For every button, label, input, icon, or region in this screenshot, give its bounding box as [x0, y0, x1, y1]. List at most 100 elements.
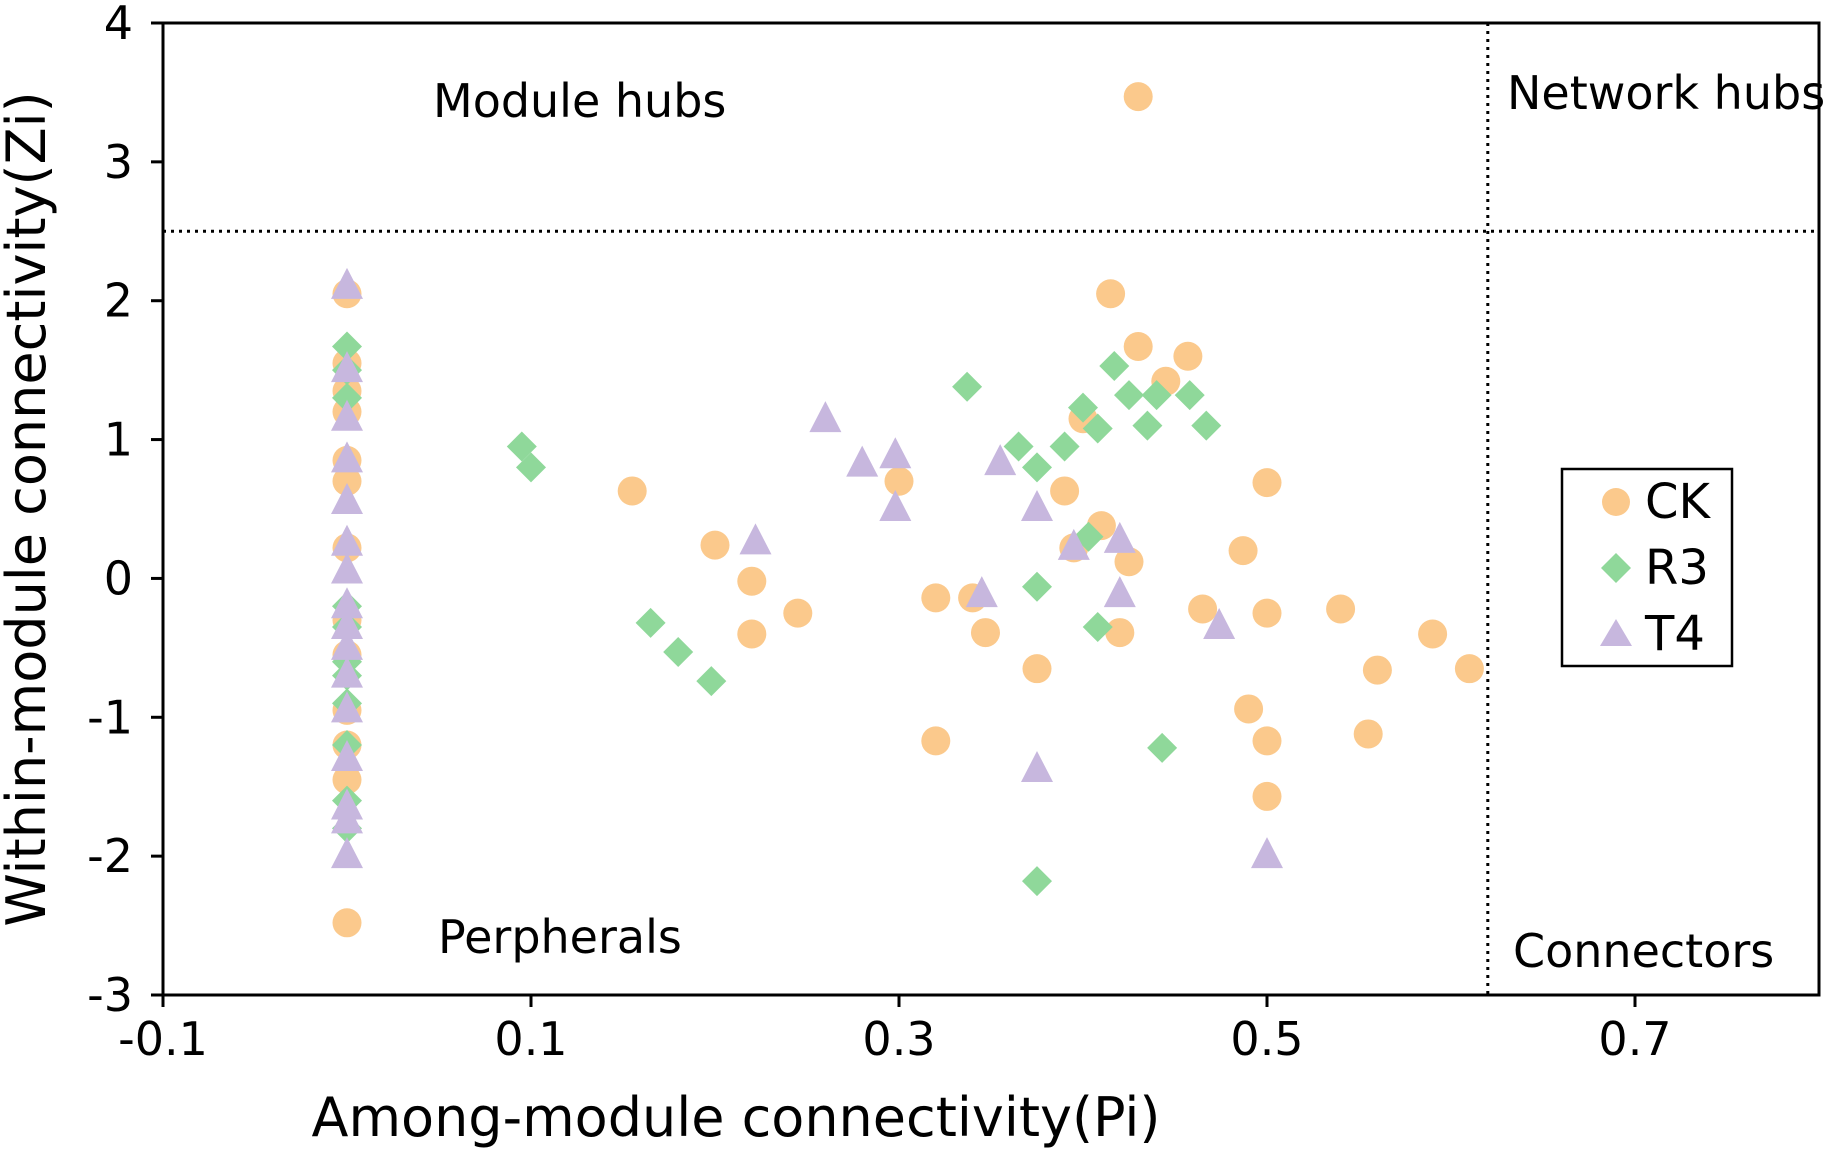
- point-ck: [921, 726, 951, 756]
- point-t4: [331, 656, 363, 688]
- point-t4: [1057, 528, 1090, 560]
- point-ck: [1105, 618, 1135, 648]
- point-ck: [1353, 719, 1383, 749]
- point-r3: [1141, 380, 1172, 411]
- point-r3: [516, 452, 546, 483]
- legend-label-ck: CK: [1645, 474, 1712, 530]
- point-t4: [331, 691, 363, 723]
- point-t4: [739, 523, 772, 555]
- x-tick-label: 0.5: [1230, 1012, 1303, 1066]
- point-ck: [1252, 468, 1282, 498]
- point-ck: [921, 583, 951, 613]
- plot-area: [161, 21, 1821, 997]
- y-tick-label: -2: [87, 829, 133, 883]
- point-r3: [1114, 380, 1144, 411]
- point-t4: [331, 608, 363, 640]
- annotation-module-hubs: Module hubs: [433, 74, 726, 128]
- point-ck: [1252, 598, 1282, 628]
- point-r3: [1099, 350, 1130, 381]
- legend: CK R3 T4: [1560, 467, 1734, 668]
- point-r3: [696, 666, 727, 697]
- point-r3: [506, 431, 537, 462]
- x-tick-label: 0.1: [494, 1012, 567, 1066]
- point-t4: [1251, 837, 1283, 869]
- legend-box: [1560, 467, 1734, 668]
- y-tick-label: 1: [104, 413, 133, 467]
- point-ck: [1252, 726, 1282, 756]
- point-ck: [1228, 536, 1258, 566]
- legend-marker-ck: [1602, 488, 1630, 516]
- annotation-network-hubs: Network hubs: [1507, 66, 1824, 120]
- point-t4: [331, 837, 363, 869]
- point-t4: [331, 739, 363, 771]
- legend-marker-t4: [1600, 619, 1632, 646]
- point-ck: [1326, 594, 1356, 624]
- point-ck: [1123, 82, 1153, 112]
- point-r3: [332, 382, 362, 413]
- point-r3: [1082, 612, 1113, 643]
- point-t4: [1021, 751, 1053, 783]
- x-tick-label: 0.7: [1598, 1012, 1671, 1066]
- annotation-peripherals: Perpherals: [438, 910, 682, 964]
- point-t4: [1103, 521, 1136, 553]
- y-tick-label: 4: [104, 0, 133, 50]
- point-r3: [1082, 413, 1113, 444]
- point-t4: [331, 351, 363, 383]
- point-t4: [1103, 576, 1136, 608]
- point-ck: [1123, 332, 1153, 362]
- point-r3: [1003, 431, 1034, 462]
- point-t4: [1203, 608, 1236, 640]
- point-r3: [1147, 732, 1178, 763]
- point-ck: [1096, 279, 1126, 309]
- point-r3: [1132, 410, 1163, 441]
- annotation-connectors: Connectors: [1513, 924, 1774, 978]
- point-t4: [809, 401, 842, 433]
- point-r3: [332, 331, 362, 362]
- point-r3: [663, 637, 694, 668]
- y-tick-label: -1: [87, 690, 133, 744]
- point-t4: [1021, 490, 1053, 521]
- point-ck: [1114, 547, 1144, 577]
- point-r3: [1022, 452, 1052, 483]
- point-ck: [1188, 594, 1218, 624]
- point-r3: [1174, 380, 1205, 411]
- point-r3: [952, 371, 983, 402]
- point-ck: [1454, 654, 1484, 684]
- point-t4: [331, 524, 363, 556]
- x-axis-title: Among-module connectivity(Pi): [312, 1086, 1161, 1149]
- point-ck: [617, 476, 647, 506]
- point-r3: [1022, 866, 1052, 897]
- y-tick-label: 3: [104, 135, 133, 189]
- y-tick-label: 2: [104, 274, 133, 328]
- point-t4: [984, 444, 1017, 476]
- y-axis-title: Within-module connectivity(Zi): [0, 91, 58, 926]
- point-t4: [331, 802, 363, 834]
- point-ck: [332, 908, 362, 938]
- point-r3: [1049, 431, 1080, 462]
- point-ck: [1173, 341, 1203, 371]
- point-ck: [1022, 654, 1052, 684]
- legend-marker-r3: [1601, 553, 1631, 583]
- x-tick-label: 0.3: [862, 1012, 935, 1066]
- point-t4: [331, 587, 363, 619]
- point-t4: [331, 483, 363, 515]
- point-t4: [331, 628, 363, 660]
- point-ck: [737, 619, 767, 649]
- point-r3: [635, 607, 666, 638]
- point-t4: [331, 399, 363, 431]
- legend-label-t4: T4: [1644, 606, 1705, 662]
- point-t4: [879, 437, 912, 469]
- x-tick-label: -0.1: [118, 1012, 208, 1066]
- point-ck: [332, 765, 362, 795]
- point-ck: [1050, 476, 1080, 506]
- point-ck: [884, 466, 914, 496]
- point-ck: [332, 466, 362, 496]
- point-ck: [783, 598, 813, 628]
- y-tick-label: -3: [87, 968, 133, 1022]
- point-t4: [965, 576, 998, 608]
- point-t4: [846, 445, 879, 477]
- point-t4: [879, 490, 912, 521]
- point-ck: [700, 530, 730, 560]
- point-ck: [970, 618, 1000, 648]
